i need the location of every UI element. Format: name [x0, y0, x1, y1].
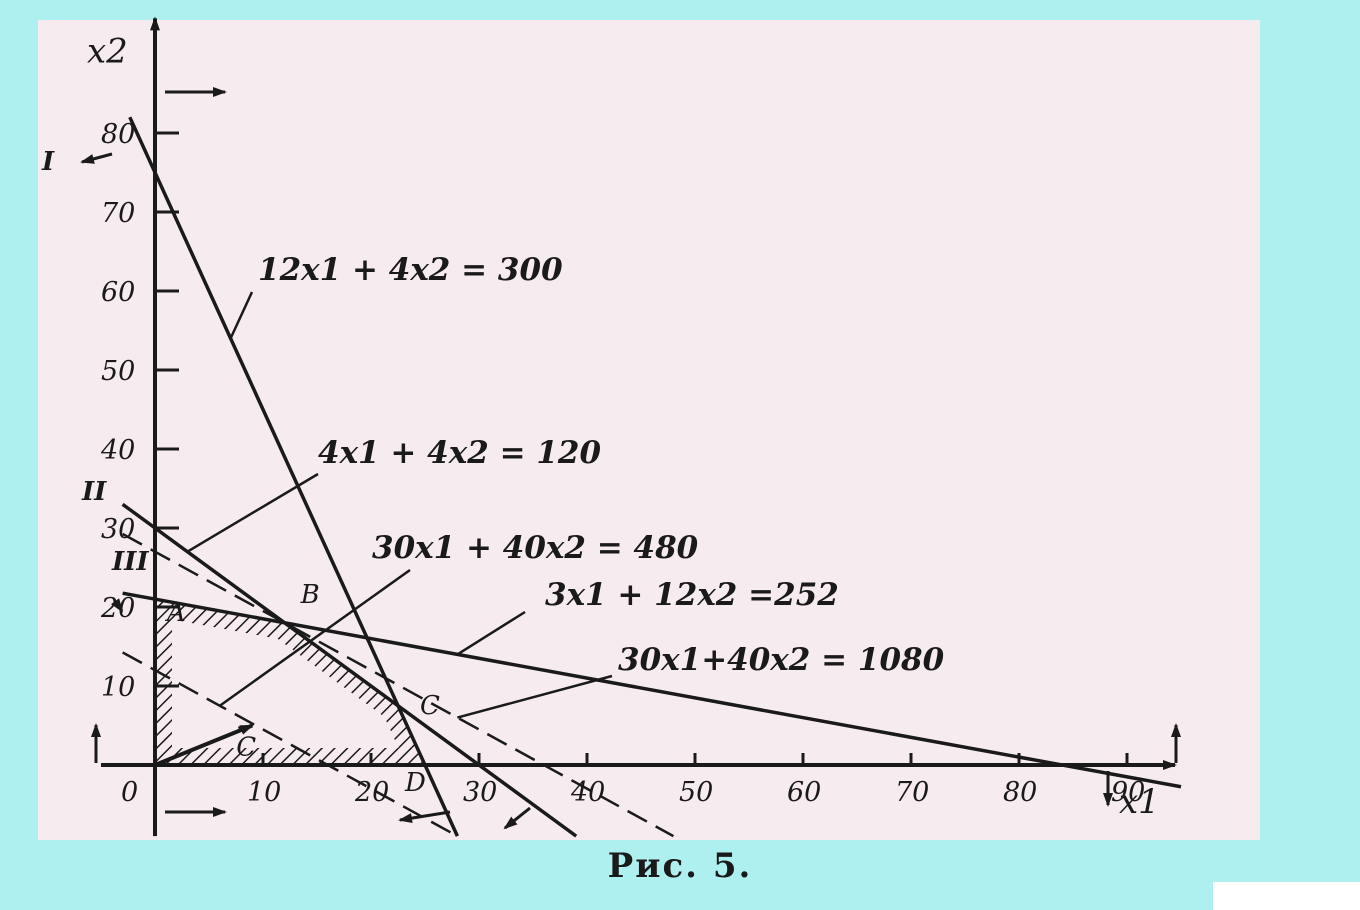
x-tick-label-50: 50: [679, 777, 713, 808]
direction-arrow-5: [398, 810, 451, 824]
x-tick-label-20: 20: [354, 777, 389, 808]
origin-label: 0: [121, 777, 138, 808]
y-tick-label-80: 80: [101, 119, 135, 150]
gradient-vector-label: C: [236, 733, 256, 763]
gradient-vector: [154, 723, 255, 767]
equation-label-F2: 30x1+40x2 = 1080: [618, 642, 945, 678]
y-tick-label-30: 30: [101, 514, 135, 545]
constraint-line-III: [122, 591, 1182, 789]
equation-label-III: 3x1 + 12x2 =252: [545, 577, 839, 613]
direction-arrow-7: [110, 598, 124, 613]
roman-label-I: I: [41, 147, 55, 177]
y-tick-label-10: 10: [101, 672, 135, 703]
x1-axis-label: x1: [1119, 782, 1160, 822]
y-tick-label-70: 70: [101, 198, 135, 229]
constraint-line-I: [128, 116, 459, 837]
x-tick-label-30: 30: [463, 777, 497, 808]
direction-arrow-6: [503, 806, 531, 830]
leader-F1: [219, 568, 411, 707]
leader-II: [186, 472, 319, 553]
vertex-label-D: D: [404, 768, 426, 798]
x-tick-label-90: 90: [1111, 777, 1145, 808]
equation-label-I: 12x1 + 4x2 = 300: [258, 252, 563, 288]
x-tick-label-60: 60: [787, 777, 821, 808]
constraint-I-direction-arrow: [80, 152, 113, 164]
x-tick-label-40: 40: [570, 777, 605, 808]
y-tick-label-40: 40: [100, 435, 135, 466]
corner-patch: [1213, 882, 1360, 910]
equation-label-F1: 30x1 + 40x2 = 480: [372, 530, 699, 566]
x-tick-label-80: 80: [1003, 777, 1037, 808]
y-tick-label-50: 50: [101, 356, 135, 387]
y-tick-label-60: 60: [101, 277, 135, 308]
vertex-label-B: B: [300, 580, 320, 610]
roman-label-II: II: [81, 477, 107, 507]
x-tick-label-10: 10: [247, 777, 281, 808]
vertex-label-C: C: [420, 691, 440, 721]
x2-axis-label: x2: [87, 31, 128, 71]
leader-F2: [457, 674, 613, 719]
vertex-label-A: A: [165, 598, 186, 628]
roman-label-III: III: [111, 547, 149, 577]
leader-I: [229, 291, 254, 339]
objective-line-F2: [121, 532, 675, 838]
y-tick-label-20: 20: [100, 593, 135, 624]
constraint-line-II: [121, 502, 578, 838]
leader-III: [456, 610, 526, 656]
equation-label-II: 4x1 + 4x2 = 120: [318, 435, 602, 471]
x-tick-label-70: 70: [895, 777, 929, 808]
figure-paper: [38, 20, 1260, 840]
figure-caption: Рис. 5.: [607, 846, 753, 886]
